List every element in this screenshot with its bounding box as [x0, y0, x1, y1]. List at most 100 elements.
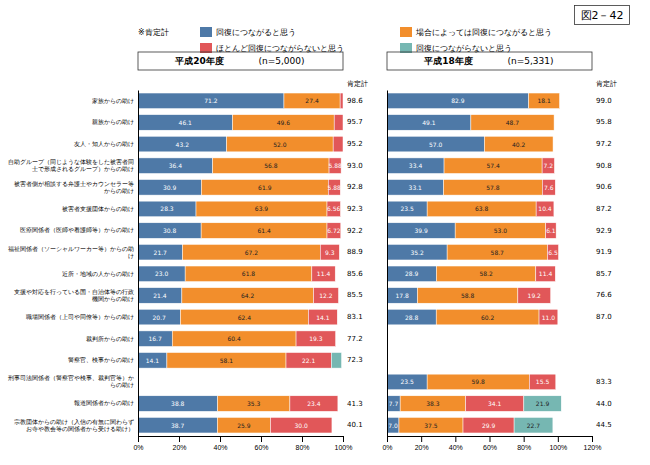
- total-label: 41.3: [347, 400, 363, 408]
- legend-item: ほとんど回復につながらないと思う: [200, 43, 344, 53]
- bar: [555, 266, 556, 282]
- bar: [331, 353, 341, 369]
- y-tick: 被害者側が相談する弁護士やカウンセラー等からの助け: [14, 180, 138, 195]
- tick-label: 120%: [584, 444, 602, 451]
- category-label: 警察官、検事からの助け: [68, 356, 134, 364]
- data-label: 30.0: [295, 422, 309, 429]
- category-line: 裁判所からの助け: [86, 336, 134, 343]
- bar: [387, 417, 399, 433]
- bar: [554, 115, 555, 131]
- tick-label: 40%: [213, 444, 227, 451]
- bar: [558, 244, 559, 260]
- data-label: 56.8: [264, 162, 278, 169]
- legend-item: 場合によっては回復につながると思う: [400, 27, 552, 37]
- data-label: 58.7: [491, 249, 505, 256]
- bar: [539, 309, 558, 325]
- data-labels: 71.246.143.236.430.928.330.821.723.021.4…: [146, 97, 342, 428]
- x-tick: 80%: [295, 436, 309, 451]
- x-tick: 20%: [415, 436, 429, 451]
- total-label: 77.2: [347, 335, 363, 343]
- bar: [559, 93, 560, 109]
- legend-swatch: [400, 27, 412, 37]
- bar: [328, 180, 340, 196]
- bar: [546, 223, 556, 239]
- bar: [556, 223, 557, 239]
- totals: 99.095.897.290.890.687.292.991.985.776.6…: [596, 97, 612, 429]
- bar: [387, 396, 400, 412]
- y-tick: 福祉関係者（ソーシャルワーカー等）からの助け: [8, 246, 138, 260]
- y-tick: 報道関係者からの助け: [74, 400, 138, 407]
- legend: ※肯定計回復につながると思う場合によっては回復につながると思うほとんど回復につな…: [138, 27, 552, 53]
- axis-line: [388, 437, 593, 443]
- total-label: 98.6: [347, 97, 363, 105]
- bar: [340, 93, 343, 109]
- bar: [333, 136, 343, 152]
- tick-mark: [490, 436, 491, 442]
- total-label: 95.7: [347, 118, 363, 126]
- tick-label: 80%: [517, 444, 531, 451]
- panel-subtitle: (n=5,331): [507, 56, 553, 66]
- bar: [427, 374, 529, 390]
- category-label: 友人・知人からの助け: [74, 141, 134, 148]
- bar: [138, 396, 218, 412]
- bar: [338, 288, 339, 304]
- bar: [444, 158, 542, 174]
- total-label: 83.1: [347, 313, 363, 321]
- y-tick: 刑事司法関係者（警察官や検事、裁判官等）からの助け: [8, 374, 138, 389]
- total-label: 85.7: [596, 270, 612, 278]
- totals-title: 肯定計: [347, 80, 368, 88]
- data-label: 27.4: [305, 97, 319, 104]
- category-label: 医療関係者（医師や看護師等）からの助け: [20, 226, 134, 234]
- bar: [327, 223, 341, 239]
- data-label: 39.9: [414, 227, 428, 234]
- bar: [387, 158, 444, 174]
- category-line: 家族からの助け: [92, 97, 134, 105]
- bar: [387, 136, 484, 152]
- bar: [329, 158, 341, 174]
- bar: [138, 417, 217, 433]
- data-label: 33.4: [409, 162, 423, 169]
- tick-label: 60%: [254, 444, 268, 451]
- bar: [387, 288, 417, 304]
- bar: [334, 115, 343, 131]
- data-label: 34.1: [488, 400, 502, 407]
- bar: [524, 396, 561, 412]
- bar: [399, 417, 463, 433]
- data-label: 30.8: [163, 227, 177, 234]
- y-tick: 友人・知人からの助け: [74, 141, 138, 148]
- data-label: 6.56: [327, 205, 341, 212]
- data-label: 52.0: [273, 141, 287, 148]
- tick-mark: [343, 436, 344, 442]
- bar: [331, 417, 332, 433]
- bar: [185, 266, 312, 282]
- data-label: 21.7: [154, 249, 168, 256]
- tick-mark: [220, 436, 221, 442]
- data-label: 33.1: [409, 184, 423, 191]
- tick-label: 20%: [172, 444, 186, 451]
- x-tick: 0%: [133, 436, 143, 451]
- total-label: 95.2: [347, 140, 363, 148]
- tick-mark: [302, 436, 303, 442]
- data-label: 82.9: [451, 97, 465, 104]
- category-line: 福祉関係者（ソーシャルワーカー等）からの助: [8, 246, 134, 253]
- bar: [286, 353, 331, 369]
- category-label: 裁判所からの助け: [86, 336, 134, 343]
- data-label: 57.0: [429, 141, 443, 148]
- bar: [387, 244, 447, 260]
- bars: [387, 93, 561, 433]
- data-label: 53.0: [494, 227, 508, 234]
- x-tick: 60%: [483, 436, 497, 451]
- data-label: 12.2: [319, 292, 333, 299]
- total-label: 40.1: [347, 421, 363, 429]
- total-label: 83.3: [596, 378, 612, 386]
- category-label: 被害者側が相談する弁護士やカウンセラー等からの助け: [14, 180, 134, 195]
- bar: [201, 223, 327, 239]
- bar: [387, 201, 427, 217]
- bar: [138, 115, 233, 131]
- data-label: 29.9: [482, 422, 496, 429]
- data-label: 11.4: [539, 270, 553, 277]
- bar: [536, 266, 555, 282]
- data-label: 19.2: [528, 292, 542, 299]
- data-label: 63.8: [475, 205, 489, 212]
- bar: [542, 180, 555, 196]
